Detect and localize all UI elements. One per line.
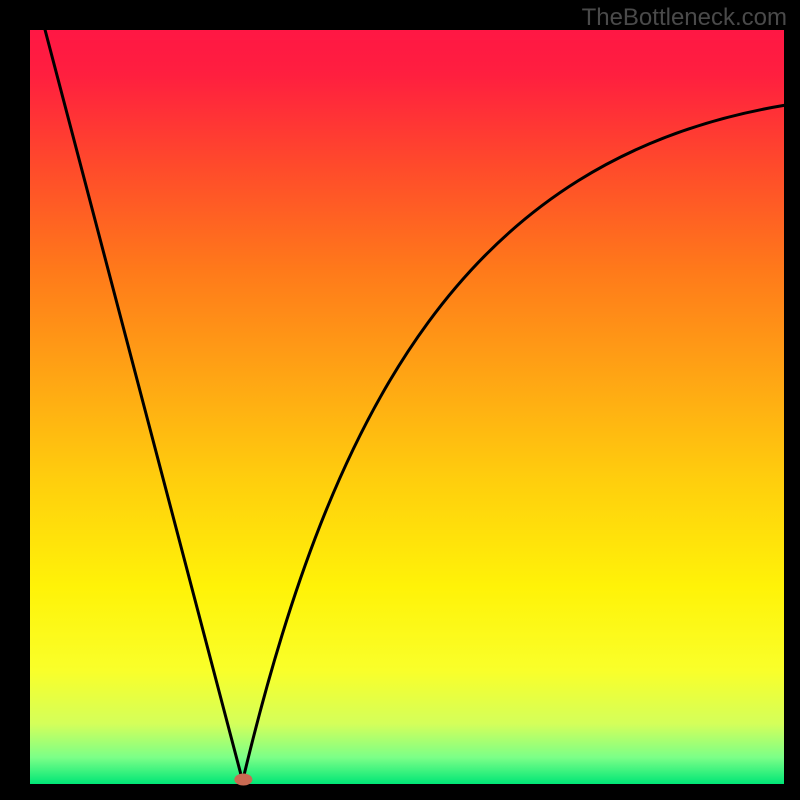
chart-svg [0, 0, 800, 800]
chart-stage: TheBottleneck.com [0, 0, 800, 800]
watermark-text: TheBottleneck.com [582, 4, 787, 32]
minimum-marker [234, 773, 252, 785]
